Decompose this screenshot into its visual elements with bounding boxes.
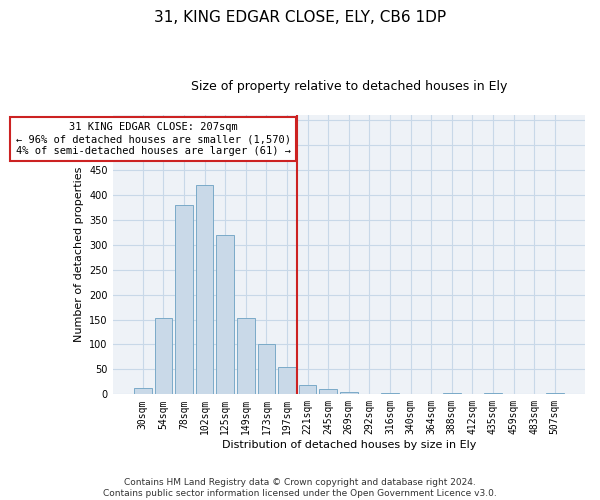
Bar — [319, 390, 337, 394]
Bar — [196, 185, 214, 394]
Y-axis label: Number of detached properties: Number of detached properties — [74, 167, 83, 342]
Text: Contains HM Land Registry data © Crown copyright and database right 2024.
Contai: Contains HM Land Registry data © Crown c… — [103, 478, 497, 498]
Bar — [155, 318, 172, 394]
Bar — [134, 388, 152, 394]
Bar — [175, 205, 193, 394]
Bar — [257, 344, 275, 395]
Bar — [340, 392, 358, 394]
Text: 31 KING EDGAR CLOSE: 207sqm
← 96% of detached houses are smaller (1,570)
4% of s: 31 KING EDGAR CLOSE: 207sqm ← 96% of det… — [16, 122, 290, 156]
Bar — [237, 318, 254, 394]
Bar — [443, 393, 461, 394]
X-axis label: Distribution of detached houses by size in Ely: Distribution of detached houses by size … — [221, 440, 476, 450]
Bar — [546, 393, 563, 394]
Bar — [278, 367, 296, 394]
Bar — [299, 386, 316, 394]
Bar — [484, 393, 502, 394]
Bar — [381, 393, 399, 394]
Text: 31, KING EDGAR CLOSE, ELY, CB6 1DP: 31, KING EDGAR CLOSE, ELY, CB6 1DP — [154, 10, 446, 25]
Bar — [217, 234, 234, 394]
Title: Size of property relative to detached houses in Ely: Size of property relative to detached ho… — [191, 80, 507, 93]
